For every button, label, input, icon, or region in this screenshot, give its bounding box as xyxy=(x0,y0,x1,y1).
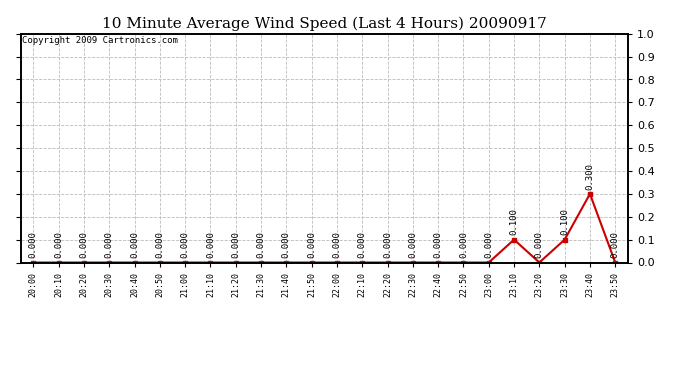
Text: 0.000: 0.000 xyxy=(54,231,63,258)
Text: 0.000: 0.000 xyxy=(484,231,493,258)
Text: 0.000: 0.000 xyxy=(408,231,417,258)
Text: 0.000: 0.000 xyxy=(282,231,291,258)
Text: 0.000: 0.000 xyxy=(333,231,342,258)
Text: 0.000: 0.000 xyxy=(535,231,544,258)
Text: 0.000: 0.000 xyxy=(307,231,316,258)
Text: 0.000: 0.000 xyxy=(433,231,443,258)
Text: 0.000: 0.000 xyxy=(155,231,164,258)
Text: 0.000: 0.000 xyxy=(459,231,468,258)
Text: 0.000: 0.000 xyxy=(181,231,190,258)
Text: 0.000: 0.000 xyxy=(130,231,139,258)
Text: 0.000: 0.000 xyxy=(105,231,114,258)
Text: 0.100: 0.100 xyxy=(560,209,569,236)
Text: 0.000: 0.000 xyxy=(611,231,620,258)
Text: Copyright 2009 Cartronics.com: Copyright 2009 Cartronics.com xyxy=(22,36,178,45)
Title: 10 Minute Average Wind Speed (Last 4 Hours) 20090917: 10 Minute Average Wind Speed (Last 4 Hou… xyxy=(102,17,546,31)
Text: 0.000: 0.000 xyxy=(231,231,240,258)
Text: 0.000: 0.000 xyxy=(383,231,392,258)
Text: 0.000: 0.000 xyxy=(357,231,367,258)
Text: 0.100: 0.100 xyxy=(509,209,519,236)
Text: 0.000: 0.000 xyxy=(79,231,88,258)
Text: 0.000: 0.000 xyxy=(257,231,266,258)
Text: 0.000: 0.000 xyxy=(206,231,215,258)
Text: 0.000: 0.000 xyxy=(29,231,38,258)
Text: 0.300: 0.300 xyxy=(585,163,595,190)
